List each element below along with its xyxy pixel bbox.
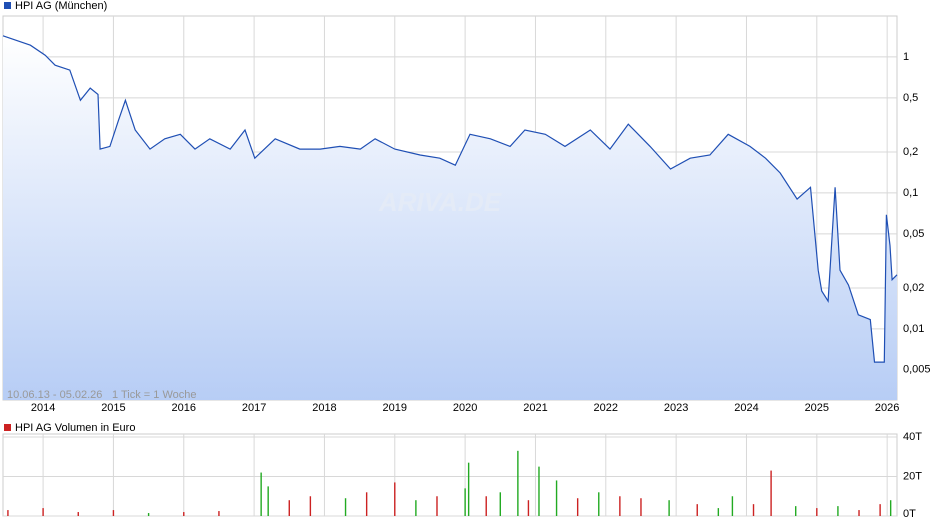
volume-bar [288,500,290,516]
x-tick-label: 2021 [523,402,547,414]
volume-bar [147,513,150,516]
volume-bar [538,466,540,516]
volume-bar [183,512,185,516]
plot-frame [2,433,898,517]
x-tick-label: 2020 [453,402,477,414]
volume-bar [576,498,579,516]
volume-bar [267,486,269,516]
y-tick-label: 40T [903,431,922,443]
volume-bar [619,496,621,516]
y-tick-label: 0,5 [903,92,918,104]
price-line [2,35,898,363]
y-tick-label: 0,005 [903,364,931,376]
volume-bar [668,500,670,516]
volume-bar [218,511,220,516]
volume-bar [499,492,501,516]
x-tick-label: 2024 [734,402,758,414]
x-tick-label: 2015 [101,402,125,414]
tick-note: 1 Tick = 1 Woche [112,389,196,401]
x-tick-label: 2023 [664,402,688,414]
legend-swatch [4,2,11,9]
date-range: 10.06.13 - 05.02.26 [7,389,102,401]
x-tick-label: 2014 [31,402,55,414]
volume-bar [467,462,470,516]
volume-bar [260,472,262,516]
y-tick-label: 0T [903,508,916,520]
volume-bar [344,498,347,516]
area [3,35,897,401]
volume-bar [485,496,487,516]
x-tick-label: 2017 [242,402,266,414]
volume-bar [889,500,892,516]
volume-bar [415,500,417,516]
volume-bar [555,480,558,516]
volume-bar [696,504,698,516]
volume-bar [394,482,396,516]
volume-bar [640,498,642,516]
x-tick-label: 2016 [172,402,196,414]
volume-bar [770,470,772,516]
y-tick-label: 0,01 [903,323,924,335]
volume-bar [598,492,600,516]
volume-bar [527,500,530,516]
x-tick-label: 2018 [312,402,336,414]
y-tick-label: 0,2 [903,146,918,158]
legend: HPI AG (München) [15,0,107,12]
volume-bar [77,512,79,516]
volume-bar [309,496,312,516]
volume-bar [365,492,368,516]
watermark: ARIVA.DE [378,187,502,217]
volume-bar [436,496,438,516]
volume-bar [837,506,839,516]
volume-bar [717,508,720,516]
y-tick-label: 20T [903,470,922,482]
y-tick-label: 1 [903,51,909,63]
y-tick-label: 0,1 [903,187,918,199]
legend: HPI AG Volumen in Euro [15,422,135,434]
x-tick-label: 2019 [383,402,407,414]
volume-bar [731,496,734,516]
volume-bar [879,504,881,516]
y-tick-label: 0,02 [903,282,924,294]
x-tick-label: 2022 [594,402,618,414]
x-tick-label: 2026 [875,402,899,414]
volume-bar [464,488,466,516]
volume-bar [517,450,519,516]
volume-bar [752,504,755,516]
legend-swatch [4,424,11,431]
volume-bar [7,510,9,516]
volume-bar [816,508,818,516]
volume-bar [858,510,860,516]
volume-bar [42,508,44,516]
y-tick-label: 0,05 [903,228,924,240]
volume-bar [795,506,797,516]
volume-bar [112,510,115,516]
x-tick-label: 2025 [805,402,829,414]
